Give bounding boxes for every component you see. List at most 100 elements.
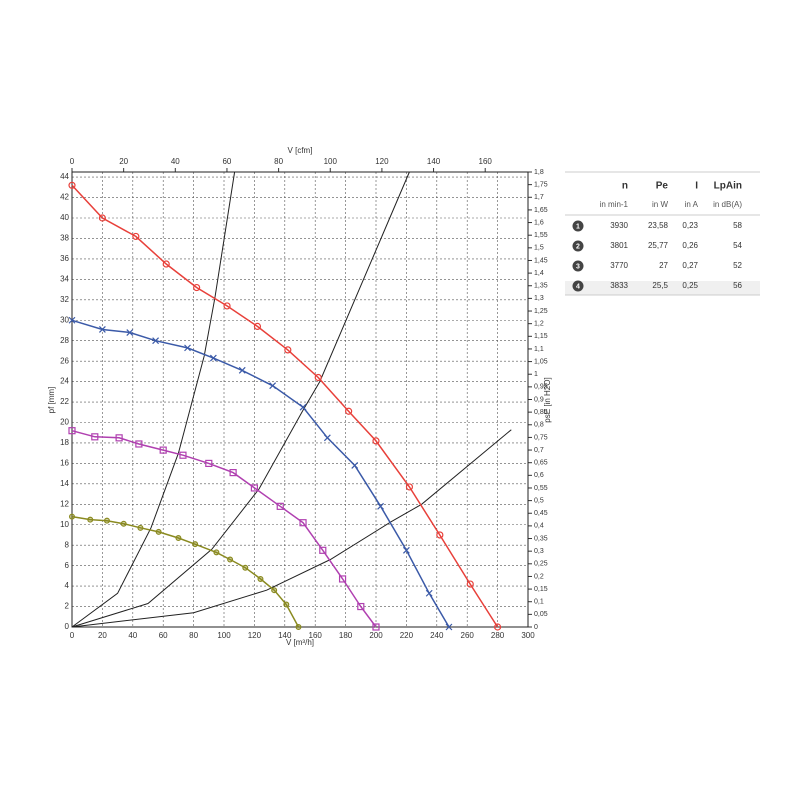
y2-tick-label: 1,35 xyxy=(534,283,548,290)
data-point xyxy=(466,580,474,588)
data-point xyxy=(179,451,187,459)
y2-tick-label: 0,05 xyxy=(534,611,548,618)
data-point xyxy=(357,602,365,611)
y-tick-label: 22 xyxy=(60,397,69,406)
data-point xyxy=(257,575,264,582)
table-cell: 58 xyxy=(733,221,742,230)
x-tick-label: 200 xyxy=(369,631,383,640)
x-tick-label: 220 xyxy=(400,631,414,640)
x2-tick-label: 120 xyxy=(375,157,389,166)
table-unit: in min-1 xyxy=(600,200,629,209)
data-point xyxy=(299,519,307,527)
table-cell: 54 xyxy=(733,241,742,250)
x-tick-label: 40 xyxy=(128,631,137,640)
data-point xyxy=(205,459,213,468)
table-cell: 23,58 xyxy=(648,221,669,230)
x-tick-label: 140 xyxy=(278,631,292,640)
data-point xyxy=(345,407,353,415)
x-tick-label: 160 xyxy=(309,631,323,640)
table-unit: in W xyxy=(652,200,668,209)
table-row-highlight xyxy=(565,281,760,295)
data-point xyxy=(253,322,262,330)
row-badge-label: 4 xyxy=(576,283,580,290)
series-line xyxy=(71,429,377,628)
y2-tick-label: 0,65 xyxy=(534,460,548,467)
data-point xyxy=(314,373,322,382)
y-tick-label: 26 xyxy=(60,356,69,365)
x2-tick-label: 160 xyxy=(479,157,493,166)
data-point xyxy=(276,502,284,510)
x-tick-label: 300 xyxy=(521,631,535,640)
y2-tick-label: 1,65 xyxy=(534,207,548,214)
x-tick-label: 20 xyxy=(98,631,107,640)
table-cell: 3801 xyxy=(610,241,628,250)
x-tick-label: 280 xyxy=(491,631,505,640)
y-tick-label: 16 xyxy=(60,459,69,468)
y2-tick-label: 0,95 xyxy=(534,384,548,391)
y-tick-label: 2 xyxy=(65,602,70,611)
data-point xyxy=(68,427,76,435)
row-badge-label: 1 xyxy=(576,223,580,230)
data-point xyxy=(126,329,134,336)
data-point xyxy=(68,513,75,520)
x-tick-label: 60 xyxy=(159,631,168,640)
y-tick-label: 42 xyxy=(60,193,69,202)
table-cell: 3930 xyxy=(610,221,628,230)
y2-tick-label: 0,9 xyxy=(534,396,544,403)
y2-tick-label: 0,45 xyxy=(534,510,548,517)
y-tick-label: 14 xyxy=(60,479,69,488)
y-tick-label: 12 xyxy=(60,499,69,508)
data-point xyxy=(319,546,327,554)
data-point xyxy=(98,326,106,333)
y2-tick-label: 0,1 xyxy=(534,599,544,606)
y2-tick-label: 1,7 xyxy=(534,194,544,201)
table-header: Pe xyxy=(656,181,669,192)
table-cell: 0,26 xyxy=(682,241,698,250)
y2-tick-label: 0,2 xyxy=(534,573,544,580)
y-tick-label: 30 xyxy=(60,315,69,324)
table-cell: 56 xyxy=(733,281,742,290)
data-point xyxy=(269,382,277,390)
x-tick-label: 100 xyxy=(217,631,231,640)
table-cell: 3770 xyxy=(610,261,628,270)
y2-tick-label: 0,85 xyxy=(534,409,548,416)
data-point xyxy=(271,587,278,594)
series-line xyxy=(71,515,300,628)
y-axis-label: pf [mm] xyxy=(47,387,56,414)
table-cell: 27 xyxy=(659,261,668,270)
data-point xyxy=(323,434,331,442)
x2-tick-label: 80 xyxy=(274,157,283,166)
x-tick-label: 80 xyxy=(189,631,198,640)
table-cell: 25,5 xyxy=(652,281,668,290)
row-badge xyxy=(572,240,584,252)
data-point xyxy=(132,232,140,241)
table-cell: 52 xyxy=(733,261,742,270)
data-point xyxy=(445,623,453,631)
x-tick-label: 120 xyxy=(248,631,262,640)
y2-tick-label: 0,3 xyxy=(534,548,544,555)
data-point xyxy=(193,283,201,292)
data-point xyxy=(213,549,220,556)
data-point xyxy=(135,440,143,448)
data-point xyxy=(223,302,231,310)
y2-tick-label: 1,6 xyxy=(534,219,544,226)
y2-tick-label: 0,55 xyxy=(534,485,548,492)
row-badge xyxy=(572,260,584,272)
y-tick-label: 38 xyxy=(60,234,69,243)
row-badge xyxy=(572,280,584,292)
y-tick-label: 28 xyxy=(60,336,69,345)
y2-tick-label: 1 xyxy=(534,371,538,378)
row-badge xyxy=(572,220,584,232)
table-cell: 0,23 xyxy=(682,221,698,230)
x-tick-label: 0 xyxy=(70,631,75,640)
data-point xyxy=(91,433,99,441)
data-point xyxy=(250,484,258,492)
data-point xyxy=(115,434,123,442)
y2-tick-label: 1,1 xyxy=(534,346,544,353)
data-point xyxy=(159,446,167,454)
y-tick-label: 40 xyxy=(60,213,69,222)
y2-tick-label: 0,5 xyxy=(534,497,544,504)
